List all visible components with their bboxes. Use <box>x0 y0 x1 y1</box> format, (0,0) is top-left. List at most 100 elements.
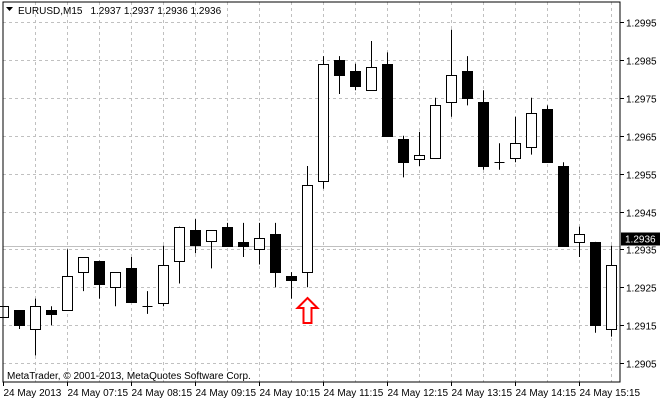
candle-body-bear <box>270 234 281 273</box>
candle <box>590 241 601 333</box>
candle <box>110 272 121 307</box>
bid-price-label: 1.2936 <box>625 235 656 246</box>
candle <box>382 52 393 137</box>
candle <box>46 306 57 326</box>
candle <box>542 105 553 163</box>
candle-body-bull <box>430 105 441 159</box>
symbol-label: EURUSD,M15 <box>18 6 83 17</box>
candle <box>238 222 249 257</box>
candle-body-bear <box>478 102 489 167</box>
time-axis[interactable]: 24 May 2013 24 May 07:15 24 May 08:15 24 Ma… <box>3 382 641 399</box>
candle <box>94 260 105 299</box>
candle-body-bear <box>222 227 233 247</box>
price-axis[interactable]: 1.2995 1.2985 1.2975 1.2965 1.2955 1.2945 1.29… <box>620 19 660 371</box>
candle-body-bear <box>382 64 393 137</box>
x-tick-label: 24 May 11:15 <box>324 388 384 399</box>
candle <box>142 291 153 314</box>
candle <box>254 222 265 265</box>
y-tick-label: 1.2995 <box>626 19 657 30</box>
candle-body-bull <box>606 265 617 330</box>
candle <box>446 29 457 117</box>
candle-body-bear <box>14 310 25 326</box>
candle-body-bull <box>302 185 313 273</box>
candle-body-bear <box>334 60 345 76</box>
candle <box>558 162 569 247</box>
candle <box>190 219 201 254</box>
candle-body-bear <box>286 276 297 281</box>
candle <box>0 306 9 318</box>
candle <box>350 63 361 91</box>
triangle-down-icon[interactable] <box>6 7 13 11</box>
candle-body-bull <box>574 234 585 243</box>
candle-body-bull <box>366 67 377 91</box>
candle <box>510 116 521 163</box>
y-tick-label: 1.2905 <box>626 360 657 371</box>
candle <box>606 245 617 337</box>
candle <box>270 222 281 288</box>
candle-body-bear <box>126 268 137 303</box>
candle <box>414 131 425 167</box>
y-tick-label: 1.2935 <box>626 246 657 257</box>
signal-arrow-layer <box>295 296 320 324</box>
candle <box>574 226 585 257</box>
candle-body-bull <box>526 113 537 148</box>
x-tick-label: 24 May 2013 <box>4 388 62 399</box>
x-tick-label: 24 May 15:15 <box>580 388 641 399</box>
candle-body-bull <box>446 75 457 103</box>
candle-body-bear <box>190 230 201 246</box>
candle <box>30 298 41 356</box>
candle-body-bear <box>350 71 361 87</box>
candle-body-bull <box>62 276 73 311</box>
candle <box>318 56 329 189</box>
candle-body-bear <box>94 261 105 285</box>
candle <box>478 90 489 170</box>
candle-body-bull <box>0 306 9 318</box>
copyright-text: MetaTrader, © 2001-2013, MetaQuotes Soft… <box>7 371 251 382</box>
plot-border <box>2 1 621 383</box>
candle-body-bull <box>414 155 425 160</box>
x-tick-label: 24 May 14:15 <box>516 388 577 399</box>
y-tick-label: 1.2965 <box>626 133 657 144</box>
x-tick-label: 24 May 08:15 <box>132 388 193 399</box>
chart-header: EURUSD,M15 1.2937 1.2937 1.2936 1.2936 <box>6 6 222 17</box>
candle <box>494 143 505 170</box>
candle-body-bull <box>30 306 41 330</box>
candle-body-bear <box>46 310 57 315</box>
candle-body-bear <box>542 109 553 163</box>
candle <box>462 56 473 106</box>
x-tick-label: 24 May 13:15 <box>452 388 513 399</box>
candle <box>366 40 377 91</box>
candle-body-bear <box>462 71 473 99</box>
candle-body-bull <box>110 272 121 288</box>
candles <box>0 29 617 356</box>
y-tick-label: 1.2925 <box>626 284 657 295</box>
candle-body-bull <box>174 227 185 262</box>
bid-price-label-bg <box>621 232 660 246</box>
candle-body-bear <box>238 242 249 247</box>
candle <box>430 97 441 159</box>
candle <box>398 135 409 178</box>
x-tick-label: 24 May 09:15 <box>196 388 257 399</box>
candle-body-bull <box>206 230 217 242</box>
candle-body-bear <box>558 166 569 247</box>
y-tick-label: 1.2915 <box>626 322 657 333</box>
candle <box>206 230 217 269</box>
candle-body-bull <box>78 257 89 273</box>
candle <box>222 222 233 247</box>
x-tick-label: 24 May 10:15 <box>260 388 321 399</box>
candle-body-bull <box>254 238 265 250</box>
candle-body-bull <box>510 143 521 159</box>
y-tick-label: 1.2985 <box>626 57 657 68</box>
x-tick-label: 24 May 12:15 <box>388 388 449 399</box>
y-tick-label: 1.2955 <box>626 171 657 182</box>
candle <box>334 56 345 95</box>
ohlc-readout: 1.2937 1.2937 1.2936 1.2936 <box>90 6 221 17</box>
candle <box>14 310 25 329</box>
candle-body-bear <box>590 242 601 326</box>
candle <box>526 97 537 155</box>
candle-body-bull <box>318 64 329 182</box>
y-tick-label: 1.2975 <box>626 95 657 106</box>
buy-arrow-icon <box>295 296 320 324</box>
